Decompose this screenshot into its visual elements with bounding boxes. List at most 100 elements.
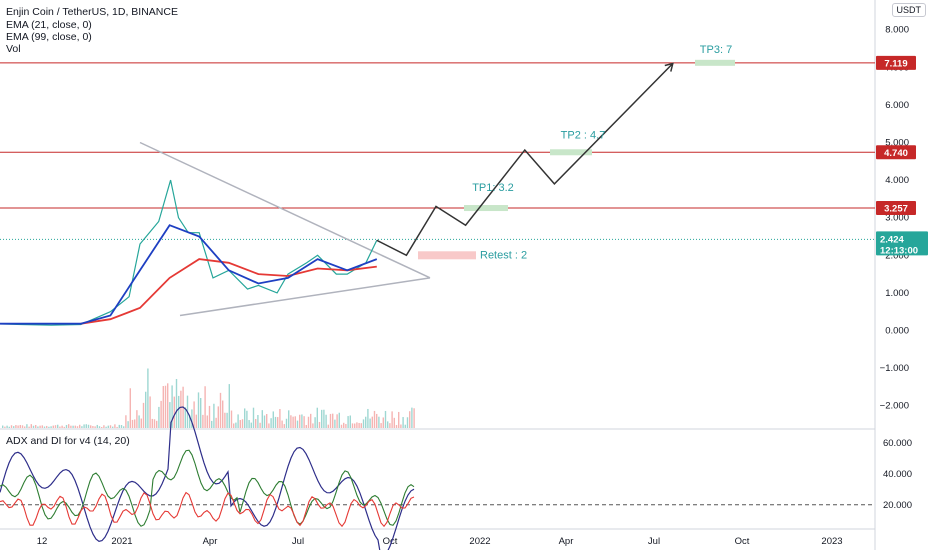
volume-bar <box>395 424 398 428</box>
volume-bar <box>400 424 402 428</box>
volume-bar <box>332 413 334 428</box>
volume-bar <box>365 416 367 428</box>
volume-bar <box>360 423 362 428</box>
volume-bar <box>351 423 354 428</box>
time-tick-label: 2022 <box>469 536 490 547</box>
volume-bar <box>230 410 233 428</box>
volume-bar <box>305 424 307 428</box>
volume-bar <box>389 423 391 428</box>
volume-bar <box>175 378 178 428</box>
volume-bar <box>373 410 376 428</box>
volume-bar <box>233 423 235 428</box>
price-tick-label: −1.000 <box>880 363 909 374</box>
volume-bar <box>46 425 48 428</box>
price-tick-label: 5.000 <box>885 138 909 149</box>
level-tag <box>876 145 916 160</box>
level-tag-label: 4.740 <box>884 148 908 159</box>
level-tag <box>876 55 916 70</box>
time-tick-label: Oct <box>735 536 750 547</box>
volume-bar <box>369 418 371 428</box>
volume-bar <box>393 417 395 428</box>
volume-bar <box>274 416 277 428</box>
time-tick-label: Jul <box>648 536 660 547</box>
volume-bar <box>288 410 290 428</box>
volume-bar <box>371 416 373 428</box>
volume-bar <box>81 426 83 428</box>
current-price-countdown: 12:13:00 <box>880 245 918 256</box>
volume-bar <box>261 410 263 428</box>
volume-bar <box>173 396 175 428</box>
volume-bar <box>239 420 241 428</box>
volume-bar <box>15 425 17 428</box>
volume-bar <box>255 418 257 428</box>
volume-bar <box>402 417 404 428</box>
volume-bar <box>241 419 244 428</box>
volume-bar <box>382 417 384 428</box>
volume-bar <box>28 426 30 428</box>
volume-bar <box>52 425 54 428</box>
volume-bar <box>197 392 200 428</box>
volume-bar <box>338 412 340 428</box>
target-box <box>550 149 592 156</box>
currency-badge[interactable]: USDT <box>891 3 926 17</box>
volume-bar <box>340 424 343 428</box>
volume-bar <box>103 425 105 428</box>
volume-bar <box>65 424 68 428</box>
volume-bar <box>211 420 213 428</box>
target-annotation: TP3: 7 <box>700 44 732 56</box>
volume-bar <box>384 410 387 428</box>
volume-bar <box>131 419 134 428</box>
volume-bar <box>149 396 151 428</box>
volume-bar <box>222 400 224 428</box>
volume-bar <box>35 424 37 428</box>
volume-bar <box>76 426 79 428</box>
price-tick-label: 0.000 <box>885 326 909 337</box>
price-tick-label: 1.000 <box>885 288 909 299</box>
volume-bar <box>178 395 180 428</box>
volume-bar <box>301 414 303 428</box>
volume-bar <box>413 408 415 428</box>
volume-bar <box>169 402 171 428</box>
time-tick-label: Apr <box>559 536 574 547</box>
time-tick-label: 2023 <box>821 536 842 547</box>
volume-bar <box>285 418 288 428</box>
legend-ema21: EMA (21, close, 0) <box>6 19 92 31</box>
level-tag-label: 3.257 <box>884 204 908 215</box>
volume-bar <box>246 410 248 428</box>
volume-bar <box>270 418 272 428</box>
volume-bar <box>358 422 360 428</box>
volume-bar <box>151 418 153 428</box>
volume-bar <box>118 424 120 428</box>
volume-bar <box>142 402 145 428</box>
target-annotation: TP1: 3.2 <box>472 182 514 194</box>
di-plus-line <box>0 449 415 527</box>
volume-bar <box>70 425 72 428</box>
volume-bar <box>98 426 101 428</box>
volume-bar <box>208 405 211 428</box>
adx-tick-label: 20.000 <box>883 500 912 511</box>
volume-bar <box>140 418 142 428</box>
volume-bar <box>404 424 406 428</box>
target-box <box>464 205 508 212</box>
volume-bar <box>215 417 217 428</box>
volume-bar <box>248 420 250 428</box>
volume-bar <box>367 408 369 428</box>
volume-bar <box>158 406 160 428</box>
time-tick-label: Oct <box>383 536 398 547</box>
volume-bar <box>127 421 129 428</box>
volume-bar <box>257 414 259 428</box>
projection-path <box>376 62 674 257</box>
volume-bar <box>228 384 230 428</box>
volume-bar <box>96 424 98 428</box>
volume-bar <box>105 426 107 428</box>
volume-bar <box>61 425 63 428</box>
volume-bar <box>160 400 162 428</box>
volume-bar <box>59 426 61 428</box>
volume-bar <box>343 422 345 428</box>
volume-bar <box>323 409 325 428</box>
time-tick-label: 2021 <box>111 536 132 547</box>
volume-bar <box>259 422 261 428</box>
legend-ema99: EMA (99, close, 0) <box>6 31 92 43</box>
volume-bar <box>112 426 114 428</box>
